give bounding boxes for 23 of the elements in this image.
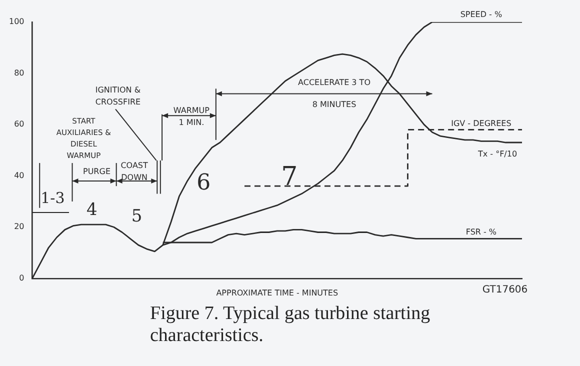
x-axis-title: APPROXIMATE TIME - MINUTES: [216, 288, 338, 298]
y-tick-label: 80: [14, 68, 24, 78]
annotation: 6: [196, 170, 211, 196]
y-tick-label: 0: [19, 273, 24, 282]
annotation: IGNITION & CROSSFIRE: [95, 85, 141, 106]
annotation: 4: [86, 200, 98, 220]
y-tick-label: 40: [14, 170, 24, 180]
annotation: PURGE: [83, 167, 110, 176]
text: GT17606: [482, 284, 528, 296]
annotation: COAST DOWN: [120, 161, 148, 182]
annotation: 1-3: [40, 188, 65, 207]
y-tick-label: 60: [14, 120, 24, 129]
series-label: IGV - DEGREES: [451, 118, 512, 128]
y-tick-label: 100: [8, 17, 24, 26]
series-label: FSR - %: [466, 228, 497, 237]
text: Figure 7. Typical gas turbine starting characteristics.: [150, 303, 432, 347]
annotation: WARMUP 1 MIN.: [173, 106, 210, 127]
text: ACCELERATE 3 TO 8 MINUTES: [298, 78, 371, 109]
annotation: 7: [281, 162, 298, 192]
series-label: SPEED - %: [460, 10, 502, 20]
series-label: Tx - °F/10: [476, 149, 518, 158]
y-tick-label: 20: [14, 222, 24, 232]
annotation: 5: [131, 206, 142, 226]
